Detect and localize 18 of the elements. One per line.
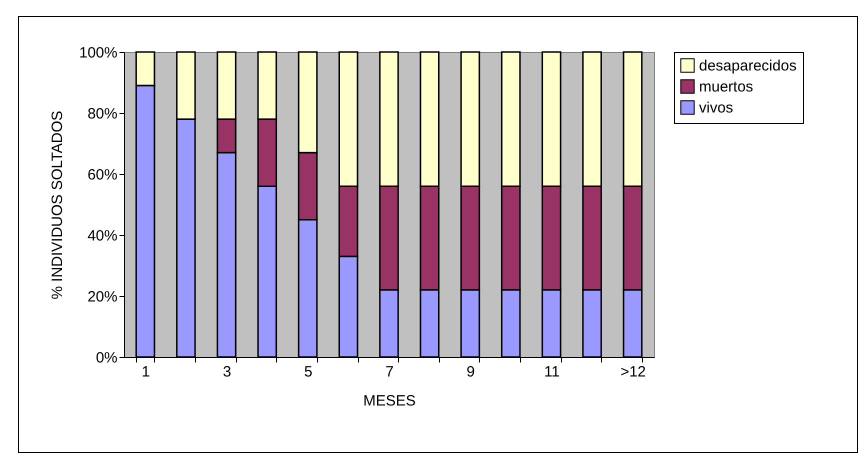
legend-label: desaparecidos — [699, 58, 797, 74]
y-axis-title: % INDIVIDUOS SOLTADOS — [49, 110, 66, 300]
y-tick-label: 20% — [87, 288, 118, 306]
y-tick-label: 80% — [87, 106, 118, 122]
x-tick-label: 9 — [466, 364, 475, 380]
x-tick-label: >12 — [620, 364, 646, 380]
y-tick-label: 40% — [87, 228, 118, 244]
x-tick-label: 5 — [304, 364, 312, 380]
x-tick-label: 11 — [544, 364, 560, 380]
legend-label: vivos — [699, 100, 734, 116]
legend-label: muertos — [699, 78, 754, 96]
x-tick-label: 1 — [142, 364, 150, 380]
y-tick-label: 0% — [96, 350, 118, 366]
y-tick-label: 60% — [87, 166, 118, 184]
y-tick-label: 100% — [79, 44, 118, 62]
x-tick-label: 7 — [385, 364, 394, 380]
x-axis-title: MESES — [363, 392, 416, 410]
x-tick-label: 3 — [222, 364, 232, 380]
